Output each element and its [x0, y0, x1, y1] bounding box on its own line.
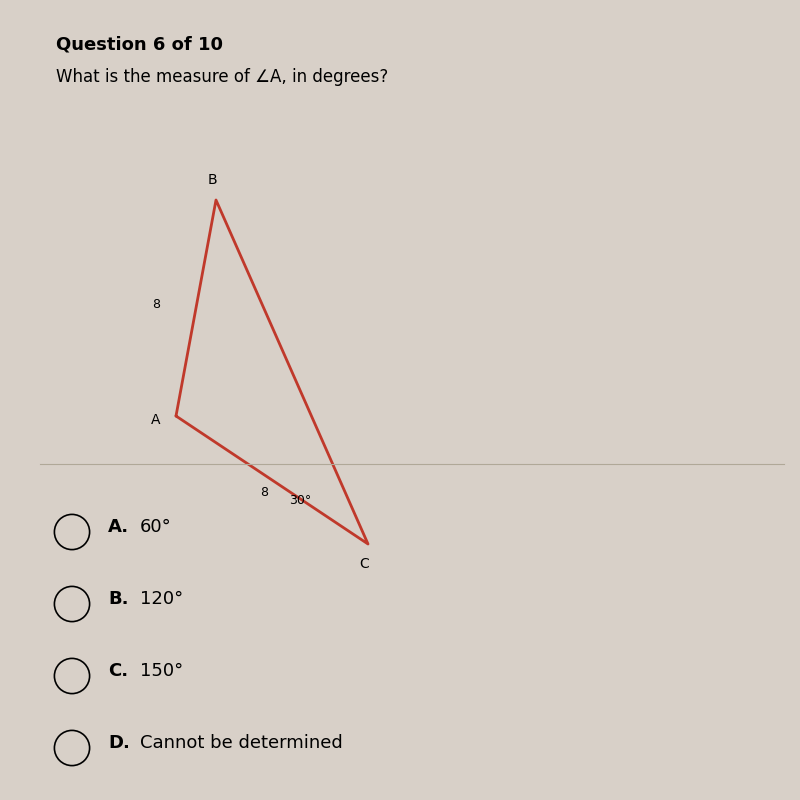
Text: 150°: 150°	[140, 662, 183, 680]
Text: Question 6 of 10: Question 6 of 10	[56, 36, 223, 54]
Text: B.: B.	[108, 590, 129, 608]
Text: A: A	[151, 413, 161, 427]
Text: 60°: 60°	[140, 518, 172, 536]
Text: A.: A.	[108, 518, 129, 536]
Text: Cannot be determined: Cannot be determined	[140, 734, 342, 752]
Text: 30°: 30°	[289, 494, 311, 506]
Text: 8: 8	[260, 486, 268, 498]
Text: C: C	[359, 557, 369, 571]
Text: 120°: 120°	[140, 590, 183, 608]
Text: D.: D.	[108, 734, 130, 752]
Text: B: B	[207, 173, 217, 187]
Text: 8: 8	[152, 298, 160, 310]
Text: C.: C.	[108, 662, 128, 680]
Text: What is the measure of ∠A, in degrees?: What is the measure of ∠A, in degrees?	[56, 68, 388, 86]
